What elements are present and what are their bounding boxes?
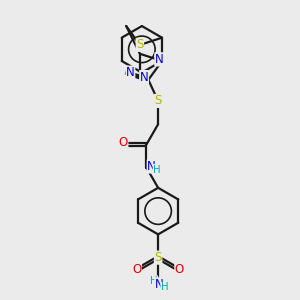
Text: N: N — [147, 160, 156, 173]
Text: N: N — [155, 53, 164, 66]
Text: H: H — [161, 282, 168, 292]
Text: N: N — [126, 66, 135, 79]
Text: H: H — [153, 164, 161, 175]
Text: N: N — [140, 70, 148, 84]
Text: O: O — [118, 136, 128, 149]
Text: S: S — [154, 251, 162, 264]
Text: H: H — [150, 276, 158, 286]
Text: N: N — [155, 278, 164, 291]
Text: O: O — [132, 263, 141, 276]
Text: O: O — [175, 263, 184, 276]
Text: S: S — [136, 38, 144, 51]
Text: S: S — [154, 94, 162, 107]
